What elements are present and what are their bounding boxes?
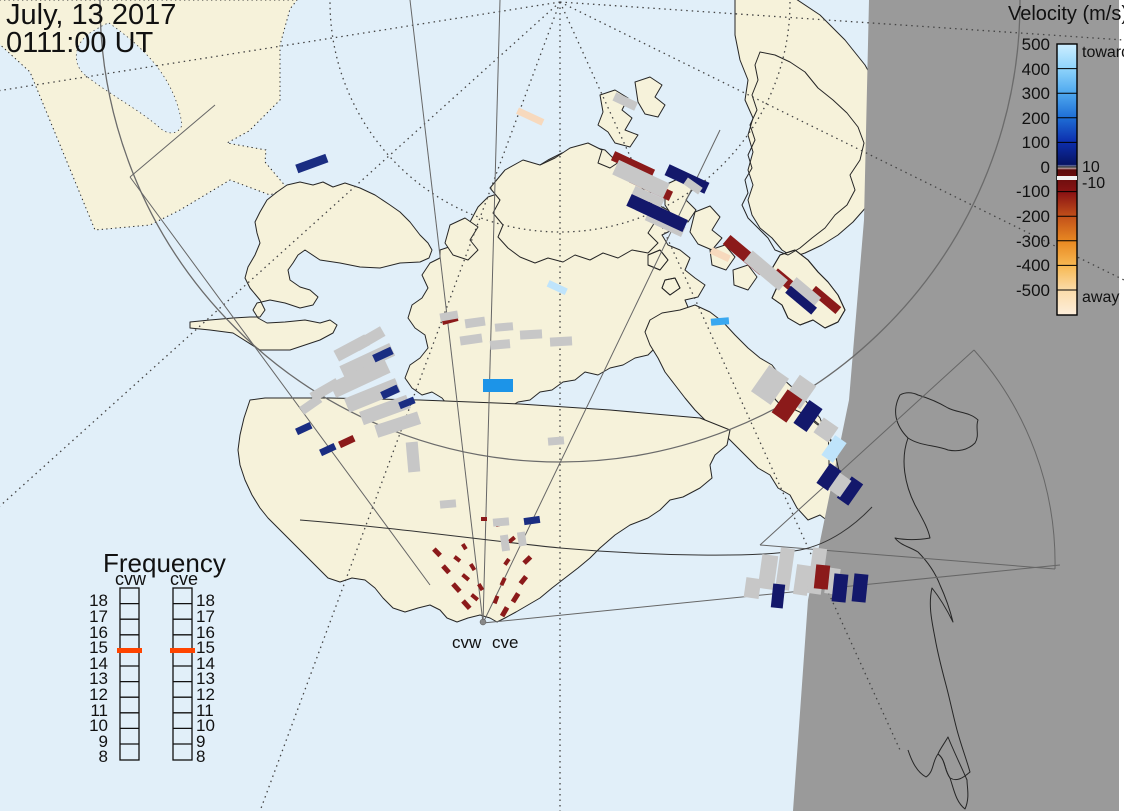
svg-text:away: away (1082, 289, 1119, 306)
svg-text:200: 200 (1022, 109, 1050, 128)
svg-text:500: 500 (1022, 35, 1050, 54)
svg-text:8: 8 (196, 747, 205, 766)
svg-text:Velocity (m/s): Velocity (m/s) (1008, 3, 1124, 25)
svg-text:400: 400 (1022, 60, 1050, 79)
svg-text:100: 100 (1022, 133, 1050, 152)
svg-text:-300: -300 (1016, 232, 1050, 251)
svg-text:10: 10 (1082, 159, 1100, 176)
svg-text:300: 300 (1022, 84, 1050, 103)
svg-text:toward: toward (1082, 44, 1124, 61)
svg-text:0111:00 UT: 0111:00 UT (6, 27, 154, 59)
svg-text:-200: -200 (1016, 207, 1050, 226)
svg-text:cve: cve (492, 633, 518, 652)
svg-text:cvw: cvw (115, 569, 147, 589)
svg-text:-100: -100 (1016, 182, 1050, 201)
svg-text:cve: cve (170, 569, 198, 589)
svg-text:cvw: cvw (452, 633, 482, 652)
svg-text:8: 8 (99, 747, 108, 766)
svg-text:0: 0 (1041, 158, 1050, 177)
svg-text:-400: -400 (1016, 256, 1050, 275)
svg-text:-10: -10 (1082, 175, 1105, 192)
svg-text:-500: -500 (1016, 281, 1050, 300)
